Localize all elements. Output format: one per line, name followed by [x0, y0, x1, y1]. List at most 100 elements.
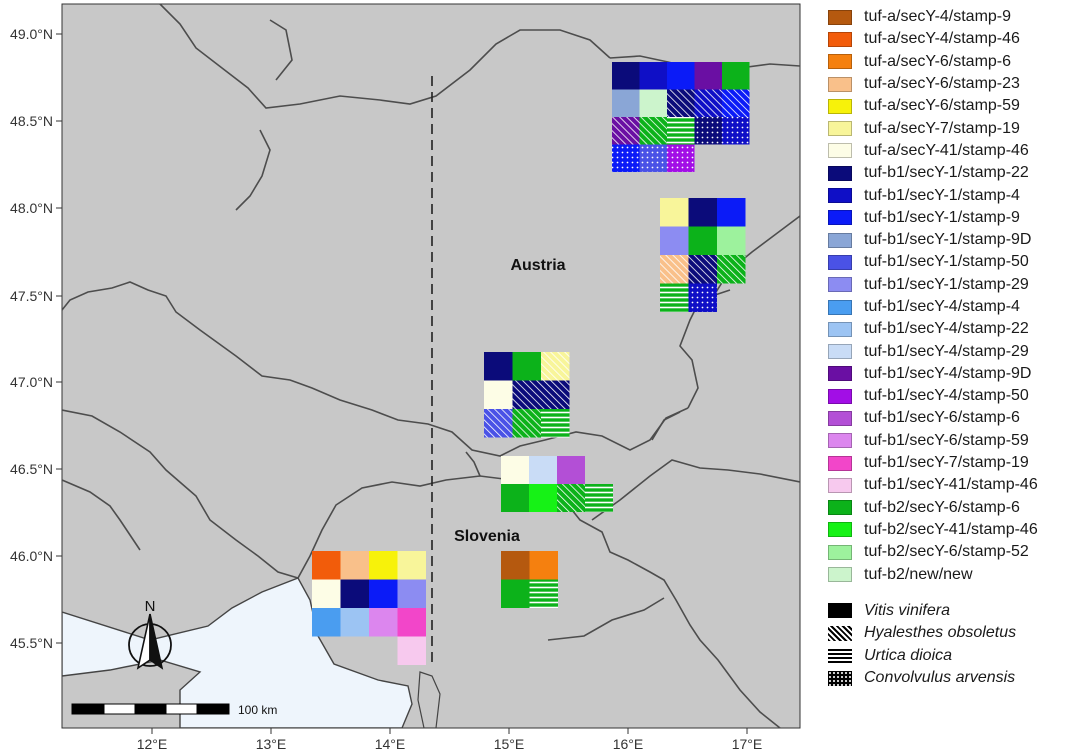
host-label: Vitis vinifera: [864, 601, 950, 619]
longitude-axis: 12°E 13°E 14°E 15°E 16°E 17°E: [137, 728, 763, 752]
strain-grids: [312, 62, 750, 665]
strain-cell: [501, 579, 530, 608]
legend-label: tuf-b1/secY-4/stamp-29: [864, 342, 1029, 360]
legend-item: tuf-b1/secY-1/stamp-50: [828, 251, 1080, 273]
lat-tick-label: 46.0°N: [10, 548, 53, 564]
legend-swatch: [828, 366, 852, 382]
legend-item: tuf-b1/secY-6/stamp-59: [828, 430, 1080, 452]
lon-tick-label: 17°E: [732, 736, 763, 752]
strain-cell: [639, 89, 667, 117]
lon-tick-label: 13°E: [256, 736, 287, 752]
legend-swatch: [828, 54, 852, 70]
legend-item: tuf-b2/new/new: [828, 563, 1080, 585]
legend-item: tuf-b1/secY-6/stamp-6: [828, 407, 1080, 429]
legend-item: tuf-a/secY-6/stamp-59: [828, 95, 1080, 117]
legend-label: tuf-b1/secY-4/stamp-50: [864, 387, 1029, 405]
lat-tick-label: 47.5°N: [10, 288, 53, 304]
legend-label: tuf-a/secY-6/stamp-59: [864, 97, 1020, 115]
legend-item: tuf-a/secY-6/stamp-6: [828, 51, 1080, 73]
legend-swatch: [828, 210, 852, 226]
host-pattern-overlay: [639, 117, 667, 145]
legend-item: tuf-b1/secY-1/stamp-4: [828, 184, 1080, 206]
legend-swatch: [828, 31, 852, 47]
strain-cell: [369, 579, 398, 608]
strain-cell: [340, 579, 369, 608]
strain-cell: [484, 380, 513, 409]
legend-item: tuf-b2/secY-6/stamp-52: [828, 541, 1080, 563]
legend-label: tuf-b1/secY-1/stamp-50: [864, 253, 1029, 271]
legend-label: tuf-b1/secY-4/stamp-22: [864, 320, 1029, 338]
host-pattern-overlay: [694, 89, 722, 117]
legend-item: tuf-a/secY-4/stamp-46: [828, 28, 1080, 50]
legend: tuf-a/secY-4/stamp-9 tuf-a/secY-4/stamp-4…: [828, 6, 1080, 690]
strain-cell: [612, 89, 640, 117]
host-swatch: [828, 603, 852, 619]
strain-cell: [397, 579, 426, 608]
legend-swatch: [828, 98, 852, 114]
strain-cell: [688, 198, 717, 227]
host-pattern-overlay: [660, 283, 689, 312]
host-pattern-overlay: [639, 144, 667, 172]
legend-item: tuf-b1/secY-7/stamp-19: [828, 452, 1080, 474]
legend-label: tuf-b2/secY-41/stamp-46: [864, 520, 1038, 538]
legend-item: tuf-a/secY-6/stamp-23: [828, 73, 1080, 95]
legend-label: tuf-a/secY-41/stamp-46: [864, 141, 1029, 159]
lon-tick-label: 16°E: [613, 736, 644, 752]
host-pattern-overlay: [612, 144, 640, 172]
legend-swatch: [828, 455, 852, 471]
country-label-austria: Austria: [510, 257, 565, 274]
strain-legend: tuf-a/secY-4/stamp-9 tuf-a/secY-4/stamp-4…: [828, 6, 1080, 586]
host-pattern-overlay: [512, 380, 541, 409]
legend-item: tuf-b1/secY-1/stamp-22: [828, 162, 1080, 184]
legend-swatch: [828, 321, 852, 337]
host-label: Urtica dioica: [864, 646, 953, 664]
host-pattern-overlay: [529, 579, 558, 608]
site-strain-grid: [484, 352, 570, 438]
lon-tick-label: 12°E: [137, 736, 168, 752]
legend-label: tuf-b2/secY-6/stamp-6: [864, 498, 1020, 516]
legend-swatch: [828, 299, 852, 315]
legend-swatch: [828, 9, 852, 25]
legend-swatch: [828, 188, 852, 204]
legend-item: tuf-a/secY-4/stamp-9: [828, 6, 1080, 28]
strain-cell: [312, 551, 341, 580]
scale-bar-label: 100 km: [238, 703, 277, 717]
legend-label: tuf-b1/secY-1/stamp-22: [864, 164, 1029, 182]
host-pattern-overlay: [585, 484, 613, 512]
legend-label: tuf-b1/secY-1/stamp-9: [864, 208, 1020, 226]
strain-cell: [484, 352, 513, 381]
legend-swatch: [828, 344, 852, 360]
strain-cell: [529, 456, 557, 484]
host-pattern-overlay: [717, 255, 746, 284]
legend-swatch: [828, 277, 852, 293]
strain-cell: [557, 456, 585, 484]
strain-cell: [397, 608, 426, 637]
legend-swatch: [828, 143, 852, 159]
strain-cell: [512, 352, 541, 381]
legend-swatch: [828, 567, 852, 583]
legend-swatch: [828, 522, 852, 538]
strain-cell: [667, 62, 695, 90]
legend-item: tuf-b1/secY-4/stamp-29: [828, 340, 1080, 362]
host-swatch: [828, 670, 852, 686]
legend-item: tuf-a/secY-7/stamp-19: [828, 117, 1080, 139]
legend-label: tuf-b1/secY-4/stamp-9D: [864, 364, 1032, 382]
north-arrow-label: N: [145, 598, 156, 615]
strain-cell: [717, 198, 746, 227]
strain-cell: [312, 608, 341, 637]
host-pattern-overlay: [612, 117, 640, 145]
legend-swatch: [828, 388, 852, 404]
host-pattern-overlay: [694, 117, 722, 145]
legend-swatch: [828, 544, 852, 560]
host-pattern-overlay: [484, 409, 513, 438]
host-pattern-overlay: [722, 117, 750, 145]
lat-tick-label: 49.0°N: [10, 26, 53, 42]
scale-bar: 100 km: [71, 703, 277, 717]
legend-label: tuf-b1/secY-6/stamp-6: [864, 409, 1020, 427]
legend-item: tuf-a/secY-41/stamp-46: [828, 140, 1080, 162]
legend-item: tuf-b1/secY-4/stamp-4: [828, 296, 1080, 318]
legend-label: tuf-a/secY-6/stamp-23: [864, 75, 1020, 93]
site-strain-grid: [612, 62, 750, 172]
site-strain-grid: [501, 456, 613, 512]
strain-cell: [717, 226, 746, 255]
